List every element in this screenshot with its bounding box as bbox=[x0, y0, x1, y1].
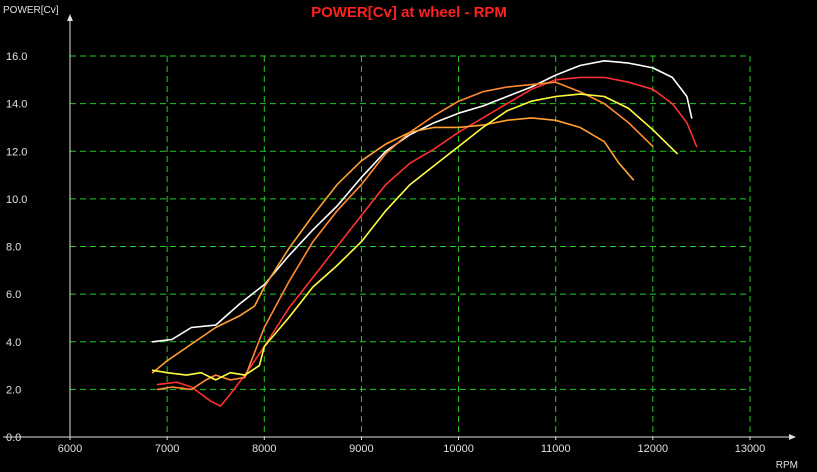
y-tick-label: 12.0 bbox=[6, 146, 27, 158]
y-tick-label: 6.0 bbox=[6, 289, 21, 301]
y-tick-label: 8.0 bbox=[6, 242, 21, 254]
y-tick-label: 0.0 bbox=[6, 432, 21, 444]
y-axis-label: POWER[Cv] bbox=[3, 5, 59, 16]
y-axis-arrow bbox=[67, 14, 73, 21]
chart-title: POWER[Cv] at wheel - RPM bbox=[311, 4, 507, 21]
y-tick-label: 4.0 bbox=[6, 337, 21, 349]
x-tick-label: 12000 bbox=[638, 443, 669, 455]
x-axis-arrow bbox=[789, 434, 796, 440]
x-tick-label: 11000 bbox=[541, 443, 571, 455]
series-line-1 bbox=[151, 59, 693, 343]
x-tick-label: 10000 bbox=[443, 443, 474, 455]
series-line-4 bbox=[156, 81, 654, 391]
series-line-3 bbox=[151, 117, 635, 374]
y-tick-label: 2.0 bbox=[6, 384, 21, 396]
grid-layer bbox=[70, 55, 751, 437]
x-axis-label: RPM bbox=[776, 460, 798, 471]
series-layer bbox=[151, 59, 698, 407]
axes-layer bbox=[3, 14, 796, 440]
y-tick-label: 14.0 bbox=[6, 99, 27, 111]
x-tick-label: 6000 bbox=[58, 443, 82, 455]
x-tick-label: 9000 bbox=[349, 443, 373, 455]
x-tick-label: 13000 bbox=[735, 443, 766, 455]
y-tick-label: 16.0 bbox=[6, 51, 27, 63]
x-tick-label: 8000 bbox=[252, 443, 276, 455]
y-tick-label: 10.0 bbox=[6, 194, 27, 206]
x-tick-label: 7000 bbox=[155, 443, 179, 455]
series-line-2 bbox=[156, 76, 698, 407]
series-line-5 bbox=[151, 93, 678, 381]
tick-labels-layer: 6000 7000 8000 9000 10000 11000 12000 13000 0.0 2… bbox=[6, 51, 765, 455]
